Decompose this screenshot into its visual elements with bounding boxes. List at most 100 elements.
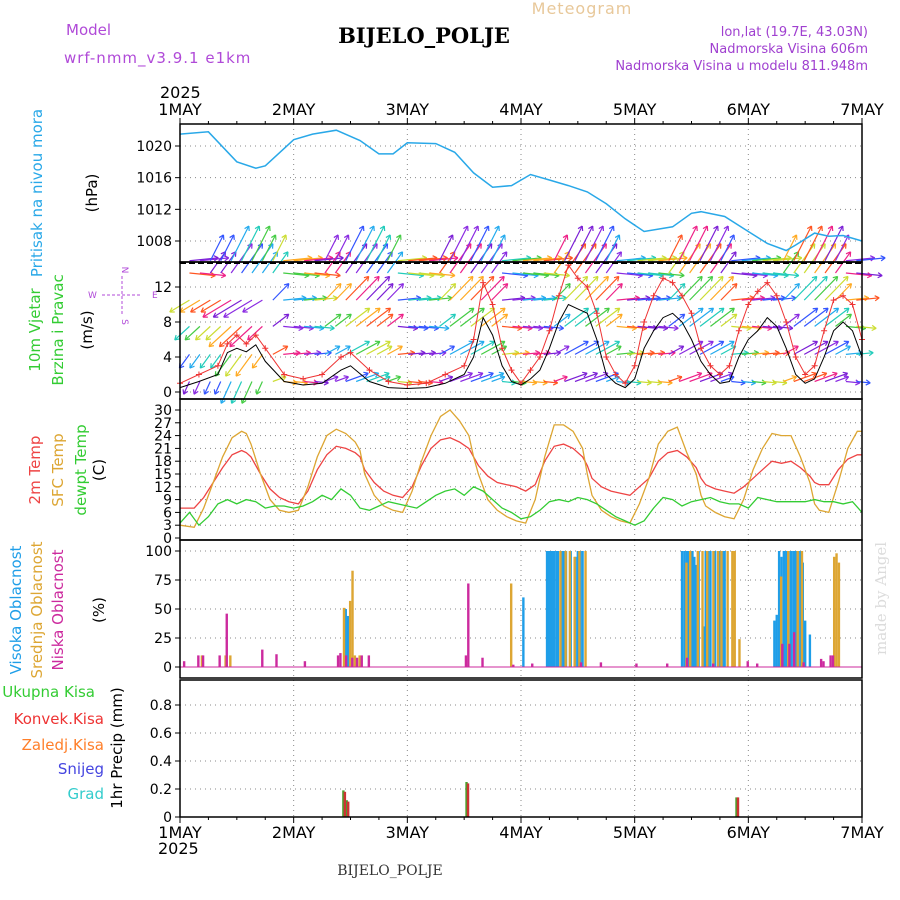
cloud-bar	[794, 551, 797, 667]
cloud-bar	[555, 551, 558, 667]
gust-marker	[480, 279, 487, 286]
wind-arrow	[782, 283, 800, 301]
cloud-bar	[832, 556, 836, 667]
cloud-bar	[229, 655, 232, 667]
wind-arrow	[501, 272, 528, 277]
wind-arrow	[752, 272, 779, 277]
gust-marker	[593, 310, 600, 317]
wind-arrowhead	[396, 234, 402, 240]
wind-arrowhead	[450, 272, 456, 279]
cloud-bar	[351, 570, 354, 667]
cloud-bar	[738, 639, 741, 667]
cloud-bar	[509, 583, 513, 667]
y-tick-label: 0.4	[150, 754, 172, 770]
wind-arrow	[637, 257, 667, 262]
cloud-bar	[346, 615, 350, 667]
wind-arrow	[627, 272, 654, 277]
wind-arrow	[627, 325, 648, 329]
compass-e: E	[152, 291, 158, 301]
wind-arrow	[637, 272, 664, 277]
cloud-bar	[716, 551, 720, 667]
wind-arrow	[334, 234, 350, 262]
wind-arrowhead	[463, 225, 469, 232]
cloud-bar	[685, 562, 688, 667]
wind-arrowhead	[565, 283, 571, 289]
wind-arrowhead	[833, 307, 840, 314]
cloud-bar	[803, 620, 807, 667]
wind-arrow	[314, 325, 335, 329]
wind-arrow	[376, 345, 393, 355]
wind-arrow	[564, 276, 588, 301]
wind-arrow	[689, 243, 712, 274]
wind-arrowhead	[604, 340, 610, 347]
wind-arrow	[627, 380, 642, 384]
gust-marker	[849, 301, 856, 308]
wind-arrow	[741, 325, 762, 329]
wind-arrow	[460, 307, 485, 327]
year-bottom: 2025	[158, 839, 199, 858]
wind-arrow	[824, 243, 847, 274]
wind-arrowhead	[843, 275, 849, 282]
wind-arrowhead	[478, 275, 484, 282]
cloud-bar	[680, 551, 684, 667]
meteogram-label: Meteogram	[532, 0, 633, 18]
y-tick-label: 0	[163, 810, 172, 826]
wind-arrow	[522, 257, 552, 262]
temp-line-sfc-temp	[179, 409, 862, 529]
wind-arrowhead	[385, 234, 392, 240]
wind-arrowhead	[838, 225, 844, 232]
wind-arrowhead	[208, 341, 215, 348]
wind-arrowhead	[265, 225, 271, 232]
gust-marker	[697, 345, 704, 352]
cloud-bar	[787, 551, 790, 667]
wind-arrowhead	[718, 340, 725, 347]
wind-arrow	[449, 225, 469, 262]
wind-arrow	[439, 283, 456, 301]
gust-marker	[508, 367, 515, 374]
wind-arrow	[856, 297, 880, 301]
wind-arrowhead	[707, 275, 714, 282]
wind-arrow	[585, 372, 609, 383]
cloud-bar	[635, 663, 638, 667]
wind-arrow	[397, 272, 424, 277]
gust-marker	[764, 279, 771, 286]
wind-arrow	[710, 307, 735, 327]
cloud-bar	[355, 657, 359, 667]
cloud-bar	[303, 661, 307, 667]
wind-arrow	[658, 257, 688, 262]
cloud-bar	[531, 663, 534, 667]
wind-arrowhead	[729, 340, 735, 347]
wind-arrow	[251, 225, 271, 262]
wind-arrowhead	[335, 272, 341, 279]
wind-arrow	[793, 243, 816, 274]
wind-arrowhead	[845, 251, 852, 257]
wind-arrowhead	[444, 324, 450, 332]
wind-arrowhead	[823, 307, 829, 314]
wind-arrow	[803, 225, 823, 262]
wind-arrow	[741, 380, 756, 384]
wind-arrowhead	[868, 349, 874, 357]
cloud-bar	[691, 551, 694, 667]
cloud-bar	[344, 655, 348, 667]
wind-arrowhead	[577, 225, 584, 232]
y-tick-label: 0	[163, 385, 172, 401]
wind-arrow	[304, 380, 319, 384]
wind-arrow	[699, 307, 725, 327]
wind-arrowhead	[562, 234, 569, 240]
wind-arrow	[210, 354, 222, 369]
wind-arrowhead	[678, 345, 685, 351]
cloud-bar	[779, 576, 783, 667]
wind-arrow	[366, 225, 385, 262]
wind-arrow	[247, 325, 263, 341]
wind-arrow	[814, 307, 839, 327]
wind-arrow	[845, 272, 872, 277]
wind-arrowhead	[718, 307, 725, 314]
wind-arrow	[752, 352, 770, 355]
wind-arrowhead	[617, 313, 623, 320]
cloud-bar	[261, 649, 264, 667]
cloud-bar	[718, 551, 722, 667]
wind-arrowhead	[729, 234, 735, 240]
wind-arrow	[533, 257, 563, 262]
cloud-bar	[685, 657, 689, 667]
y-tick-label: 8	[163, 315, 172, 331]
